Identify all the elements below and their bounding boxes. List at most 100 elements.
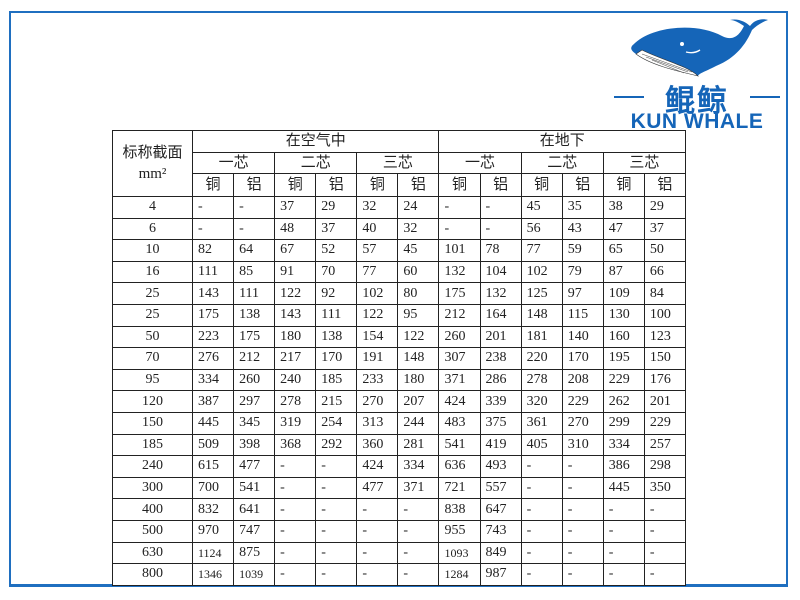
cell-value: 64 bbox=[233, 239, 276, 262]
cell-value: 65 bbox=[602, 239, 645, 262]
cell-value: - bbox=[274, 476, 317, 500]
cell-value: - bbox=[397, 563, 440, 586]
cell-value: 66 bbox=[643, 260, 687, 284]
cell-value: 115 bbox=[561, 303, 604, 327]
cell-value: - bbox=[356, 541, 399, 565]
table-row: 120 387 297 278 215 270 207 424 339 320 229 262 201 bbox=[112, 390, 687, 413]
cell-value: - bbox=[561, 519, 604, 543]
cell-value: 229 bbox=[602, 368, 645, 392]
table-row: 95 334 260 240 185 233 180 371 286 278 208 229 176 bbox=[112, 368, 687, 392]
cell-value: 201 bbox=[479, 325, 522, 349]
cell-value: 87 bbox=[602, 260, 645, 284]
cell-value: 37 bbox=[643, 217, 687, 241]
cell-value: - bbox=[315, 498, 358, 521]
cell-value: - bbox=[397, 541, 440, 565]
cell-value: 111 bbox=[191, 260, 235, 284]
table-row: 25 143 111 122 92 102 80 175 132 125 97 109 84 bbox=[112, 282, 687, 305]
cell-value: 875 bbox=[233, 541, 276, 565]
table-row: 70 276 212 217 170 191 148 307 238 220 170 195 150 bbox=[112, 347, 687, 370]
cell-value: 299 bbox=[602, 411, 645, 435]
cell-value: 170 bbox=[561, 347, 604, 370]
cell-value: - bbox=[397, 519, 440, 543]
cell-value: - bbox=[602, 541, 645, 565]
cell-size: 25 bbox=[112, 282, 193, 305]
cell-value: 387 bbox=[191, 390, 235, 413]
cell-value: 1093 bbox=[438, 541, 481, 565]
cell-value: - bbox=[520, 455, 563, 478]
cell-value: 509 bbox=[191, 433, 235, 457]
cell-value: - bbox=[520, 563, 563, 586]
cell-value: 150 bbox=[643, 347, 687, 370]
header-core-2: 三芯 bbox=[356, 152, 440, 174]
cell-value: 270 bbox=[356, 390, 399, 413]
cell-value: - bbox=[520, 476, 563, 500]
cell-value: 24 bbox=[397, 196, 440, 219]
cell-value: 102 bbox=[356, 282, 399, 305]
cell-value: 32 bbox=[397, 217, 440, 241]
cell-value: - bbox=[274, 541, 317, 565]
cell-value: - bbox=[643, 519, 687, 543]
cell-value: 70 bbox=[315, 260, 358, 284]
cell-value: 79 bbox=[561, 260, 604, 284]
cell-value: - bbox=[274, 498, 317, 521]
cell-value: 747 bbox=[233, 519, 276, 543]
cell-value: 541 bbox=[233, 476, 276, 500]
header-group-underground: 在地下 bbox=[438, 130, 686, 153]
cell-value: 386 bbox=[602, 455, 645, 478]
cell-value: - bbox=[274, 519, 317, 543]
table-row: 500 970 747- - - -955 743- - - - bbox=[112, 519, 687, 543]
table-row: 16 111 85 91 70 77 60 132 104 102 79 87 66 bbox=[112, 260, 687, 284]
cell-value: 176 bbox=[643, 368, 687, 392]
cell-value: 47 bbox=[602, 217, 645, 241]
cell-value: 191 bbox=[356, 347, 399, 370]
cell-value: - bbox=[191, 217, 235, 241]
cell-value: - bbox=[274, 455, 317, 478]
cell-value: 130 bbox=[602, 303, 645, 327]
cell-value: 109 bbox=[602, 282, 645, 305]
cell-value: 292 bbox=[315, 433, 358, 457]
cell-value: 38 bbox=[602, 196, 645, 219]
cell-value: 148 bbox=[397, 347, 440, 370]
cell-size: 50 bbox=[112, 325, 193, 349]
cell-value: 257 bbox=[643, 433, 687, 457]
cell-value: 368 bbox=[274, 433, 317, 457]
cell-value: 160 bbox=[602, 325, 645, 349]
header-material-3: 铝 bbox=[315, 173, 358, 197]
cell-value: - bbox=[356, 498, 399, 521]
cell-size: 240 bbox=[112, 455, 193, 478]
cell-value: 35 bbox=[561, 196, 604, 219]
cell-value: 276 bbox=[191, 347, 235, 370]
cell-size: 800 bbox=[112, 563, 193, 586]
cell-value: 77 bbox=[356, 260, 399, 284]
cell-value: 125 bbox=[520, 282, 563, 305]
cell-value: 262 bbox=[602, 390, 645, 413]
brand-name-en: KUN WHALE bbox=[630, 110, 764, 133]
table-row: 185 509 398 368 292 360 281 541 419 405 310 334 257 bbox=[112, 433, 687, 457]
header-material-2: 铜 bbox=[274, 173, 317, 197]
header-material-4: 铜 bbox=[356, 173, 399, 197]
cell-value: 743 bbox=[479, 519, 522, 543]
cell-value: - bbox=[315, 519, 358, 543]
table-row: 240 615 477- -424 334 636 493- -386 298 bbox=[112, 455, 687, 478]
cell-value: - bbox=[561, 476, 604, 500]
cell-size: 25 bbox=[112, 303, 193, 327]
cell-value: 229 bbox=[643, 411, 687, 435]
cell-size: 70 bbox=[112, 347, 193, 370]
cell-value: 375 bbox=[479, 411, 522, 435]
cell-value: 223 bbox=[191, 325, 235, 349]
cell-value: 111 bbox=[315, 303, 358, 327]
cell-value: - bbox=[274, 563, 317, 586]
cell-value: 350 bbox=[643, 476, 687, 500]
cell-value: 138 bbox=[315, 325, 358, 349]
cell-value: - bbox=[356, 563, 399, 586]
table-row: 6- -48 37 40 32- -56 43 47 37 bbox=[112, 217, 687, 241]
cell-value: 345 bbox=[233, 411, 276, 435]
cell-value: 95 bbox=[397, 303, 440, 327]
cell-value: 298 bbox=[643, 455, 687, 478]
header-core-4: 二芯 bbox=[520, 152, 604, 174]
cell-value: - bbox=[561, 563, 604, 586]
header-material-11: 铝 bbox=[643, 173, 687, 197]
cell-value: 111 bbox=[233, 282, 276, 305]
cell-value: 212 bbox=[233, 347, 276, 370]
cell-value: 92 bbox=[315, 282, 358, 305]
